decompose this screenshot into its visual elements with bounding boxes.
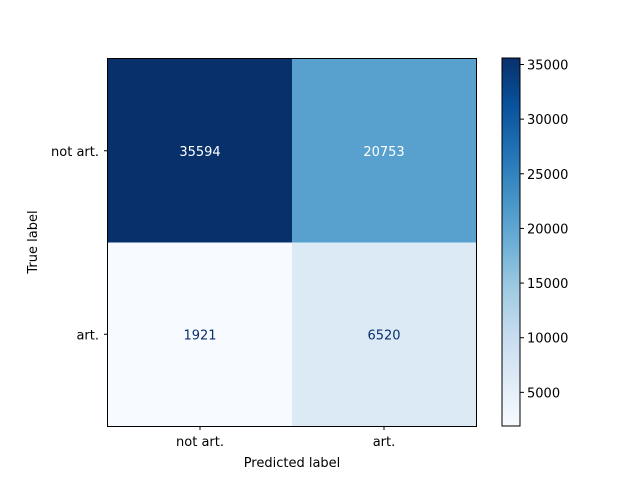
y-tick-label: not art. (51, 145, 99, 160)
colorbar-ticks: 5000 10000 15000 20000 25000 30000 35000 (520, 58, 568, 401)
matrix-cell (292, 242, 477, 427)
matrix-cells (108, 59, 477, 427)
matrix-cell (108, 59, 293, 243)
x-tick-label: not art. (176, 435, 224, 450)
matrix-value-label: 6520 (367, 328, 400, 343)
colorbar-tick-label: 10000 (527, 332, 568, 347)
matrix-value-label: 1921 (183, 328, 216, 343)
y-axis-ticks: not art. art. (51, 145, 108, 343)
colorbar-tick-label: 25000 (527, 168, 568, 183)
matrix-value-labels: 35594 20753 1921 6520 (179, 145, 404, 344)
x-axis-ticks: not art. art. (176, 426, 395, 450)
colorbar (501, 57, 521, 427)
matrix-value-label: 35594 (179, 145, 220, 160)
colorbar-tick-label: 5000 (527, 386, 560, 401)
y-axis-label: True label (26, 210, 41, 274)
colorbar-tick-label: 20000 (527, 222, 568, 237)
colorbar-tick-label: 15000 (527, 277, 568, 292)
matrix-cell (292, 59, 477, 243)
x-tick-label: art. (373, 435, 396, 450)
matrix-cell (108, 242, 293, 427)
plot-frame (107, 58, 477, 427)
colorbar-tick-label: 30000 (527, 113, 568, 128)
y-tick-label: art. (76, 328, 99, 343)
x-axis-label: Predicted label (244, 456, 341, 471)
colorbar-tick-label: 35000 (527, 58, 568, 73)
matrix-value-label: 20753 (363, 145, 404, 160)
